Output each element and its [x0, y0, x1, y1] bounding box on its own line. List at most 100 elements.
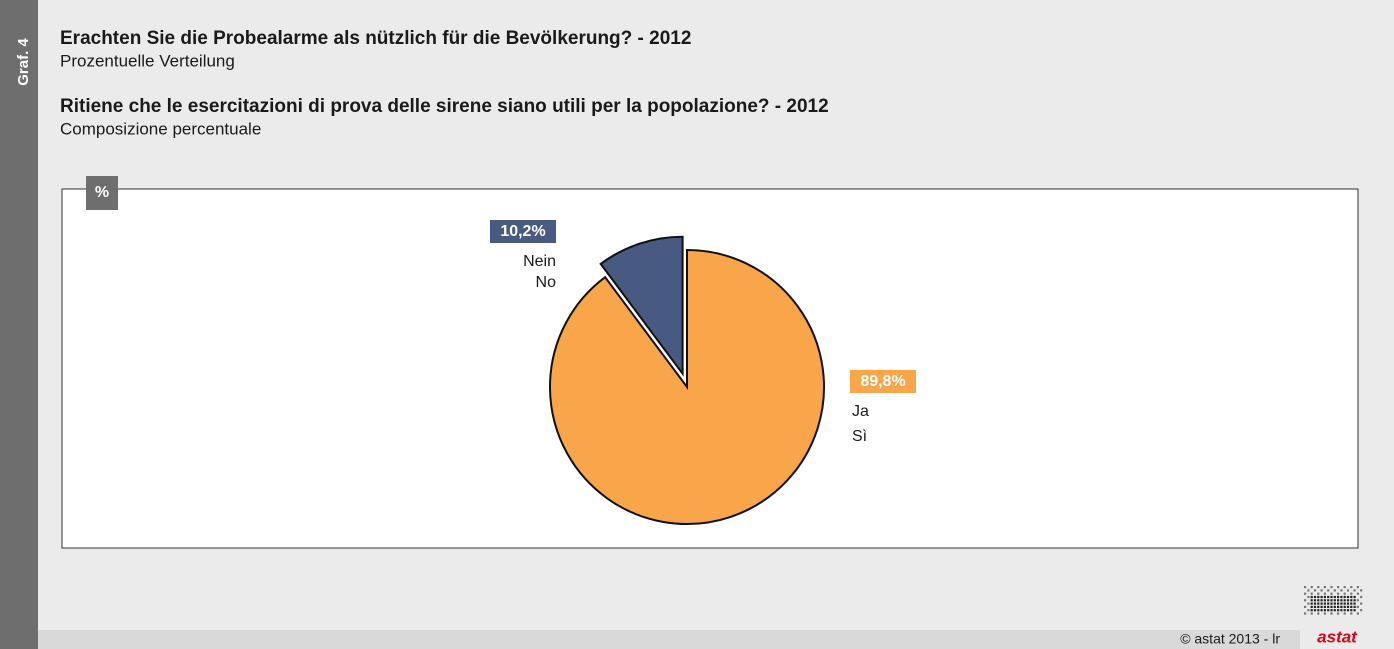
logo-dot [1310, 605, 1313, 608]
logo-dot [1360, 609, 1363, 612]
unit-box [86, 176, 118, 210]
chart-subtitle: Prozentuelle Verteilung [60, 51, 235, 70]
logo-dot [1330, 602, 1333, 605]
logo-dot [1320, 595, 1323, 599]
logo-dot [1327, 605, 1330, 608]
logo-dot [1317, 602, 1320, 605]
logo-dot [1304, 592, 1307, 595]
logo-dot [1327, 595, 1330, 599]
logo-dot [1330, 612, 1333, 615]
logo-dot [1350, 605, 1353, 608]
category-label: Ja [852, 403, 869, 420]
logo-dot [1307, 589, 1310, 592]
logo-dot [1304, 612, 1307, 615]
logo-dot [1333, 605, 1336, 608]
logo-dot [1337, 609, 1340, 612]
logo-dot [1323, 605, 1326, 608]
logo-dot [1333, 602, 1336, 605]
logo-dot [1304, 605, 1307, 608]
logo-dot [1340, 605, 1343, 608]
logo-dot [1317, 595, 1320, 599]
unit-label: % [95, 184, 109, 201]
logo-dot [1356, 586, 1359, 589]
category-label: No [536, 274, 557, 291]
logo-dot [1350, 595, 1353, 599]
logo-dot [1343, 612, 1346, 615]
logo-dot [1353, 595, 1356, 599]
logo-dot [1343, 592, 1346, 595]
logo-dot [1333, 599, 1336, 602]
logo-dot [1340, 602, 1343, 605]
value-label: 89,8% [860, 373, 905, 390]
logo-dot [1360, 602, 1363, 605]
logo-dot [1356, 605, 1359, 608]
logo-dot [1346, 599, 1350, 602]
logo-dot [1337, 592, 1340, 595]
logo-dot [1346, 595, 1350, 599]
logo-dot [1323, 586, 1326, 589]
chart-subtitle-it: Composizione percentuale [60, 119, 261, 138]
logo-dot [1330, 592, 1333, 595]
logo-dot [1310, 599, 1313, 602]
logo-dot [1340, 609, 1343, 612]
logo-dot [1353, 599, 1356, 602]
logo-dot [1310, 612, 1313, 615]
logo-dot [1317, 605, 1320, 608]
logo-dot [1327, 602, 1330, 605]
pie-slice [549, 248, 825, 525]
logo-dot [1340, 599, 1343, 602]
logo-dot [1323, 592, 1326, 595]
logo-dot [1356, 599, 1359, 602]
logo-dot [1343, 602, 1346, 605]
value-label: 10,2% [500, 223, 545, 240]
pie-slice [599, 235, 684, 377]
logo-dot [1330, 595, 1333, 599]
logo-dot [1313, 599, 1317, 602]
logo-dot [1317, 609, 1320, 612]
logo-dot [1350, 599, 1353, 602]
logo: astat [1317, 627, 1358, 646]
logo-dot [1320, 599, 1323, 602]
logo-dot [1304, 599, 1307, 602]
logo-dot [1340, 589, 1343, 592]
logo-dot [1327, 609, 1330, 612]
logo-dot [1320, 589, 1323, 592]
logo-dot [1343, 599, 1346, 602]
logo-dot [1343, 605, 1346, 608]
logo-dot [1317, 586, 1320, 589]
logo-dot [1307, 609, 1310, 612]
side-label: Graf. 4 [15, 38, 32, 86]
logo-dot [1310, 586, 1313, 589]
category-label: Sì [852, 428, 867, 445]
logo-dot [1323, 612, 1326, 615]
side-strip [0, 0, 38, 649]
logo-dot [1333, 589, 1336, 592]
logo-dot [1337, 599, 1340, 602]
logo-dot [1333, 609, 1336, 612]
logo-dot [1317, 592, 1320, 595]
logo-dot [1353, 605, 1356, 608]
logo-dot [1353, 609, 1356, 612]
logo-dot [1317, 599, 1320, 602]
logo-dot [1346, 605, 1350, 608]
logo-dot [1310, 602, 1313, 605]
logo-dot [1330, 586, 1333, 589]
logo-dot [1350, 612, 1353, 615]
logo-dot [1320, 605, 1323, 608]
logo-dot [1337, 595, 1340, 599]
logo-dot [1360, 589, 1363, 592]
footer-strip [38, 630, 1300, 649]
logo-dot [1343, 595, 1346, 599]
logo-dot [1360, 595, 1363, 599]
logo-dot [1356, 612, 1359, 615]
value-label-box [850, 370, 916, 393]
chart-title: Erachten Sie die Probealarme als nützlic… [60, 28, 691, 49]
logo-dot [1323, 609, 1326, 612]
logo-dot [1333, 595, 1336, 599]
logo-dot [1313, 589, 1317, 592]
logo-dot [1310, 595, 1313, 599]
logo-dot [1356, 592, 1359, 595]
logo-dot [1313, 602, 1317, 605]
logo-dot [1343, 586, 1346, 589]
